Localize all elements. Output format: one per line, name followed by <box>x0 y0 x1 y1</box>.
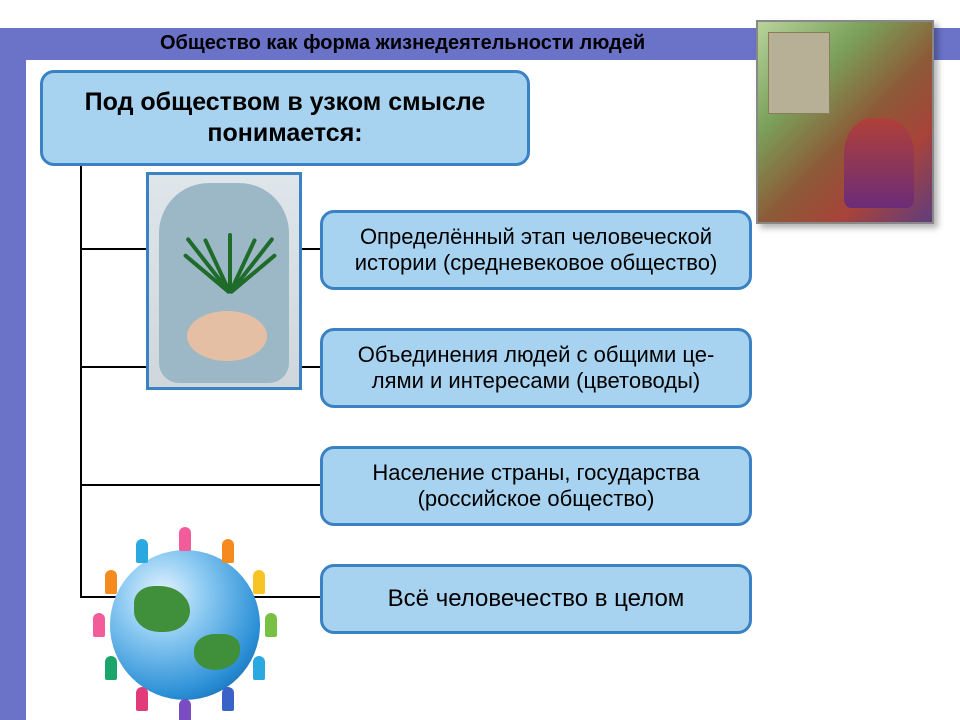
globe-image <box>70 530 300 700</box>
person-icon <box>179 699 191 720</box>
person-icon <box>93 613 105 637</box>
item-text: Всё человечество в целом <box>388 585 685 613</box>
slide-title: Общество как форма жизнедеятельности люд… <box>160 32 645 55</box>
person-icon <box>105 570 117 594</box>
person-icon <box>253 656 265 680</box>
slide: Общество как форма жизнедеятельности люд… <box>0 0 960 720</box>
person-icon <box>265 613 277 637</box>
left-band <box>0 48 26 720</box>
connector-3 <box>80 484 320 486</box>
medieval-image <box>756 20 934 224</box>
item-text: Население страны, государства (российско… <box>337 460 735 512</box>
person-icon <box>253 570 265 594</box>
plant-image <box>146 172 302 390</box>
person-icon <box>105 656 117 680</box>
person-icon <box>222 539 234 563</box>
connector-1a <box>80 248 146 250</box>
root-node: Под обществом в узком смысле понимается: <box>40 70 530 166</box>
item-node-4: Всё человечество в целом <box>320 564 752 634</box>
item-node-1: Определённый этап человеческой истории (… <box>320 210 752 290</box>
person-icon <box>136 539 148 563</box>
person-icon <box>136 687 148 711</box>
person-icon <box>179 527 191 551</box>
connector-1b <box>302 248 320 250</box>
item-node-2: Объединения людей с общими це-лями и инт… <box>320 328 752 408</box>
item-text: Объединения людей с общими це-лями и инт… <box>337 342 735 394</box>
item-text: Определённый этап человеческой истории (… <box>337 224 735 276</box>
item-node-3: Население страны, государства (российско… <box>320 446 752 526</box>
person-icon <box>222 687 234 711</box>
root-text: Под обществом в узком смысле понимается: <box>57 87 513 150</box>
